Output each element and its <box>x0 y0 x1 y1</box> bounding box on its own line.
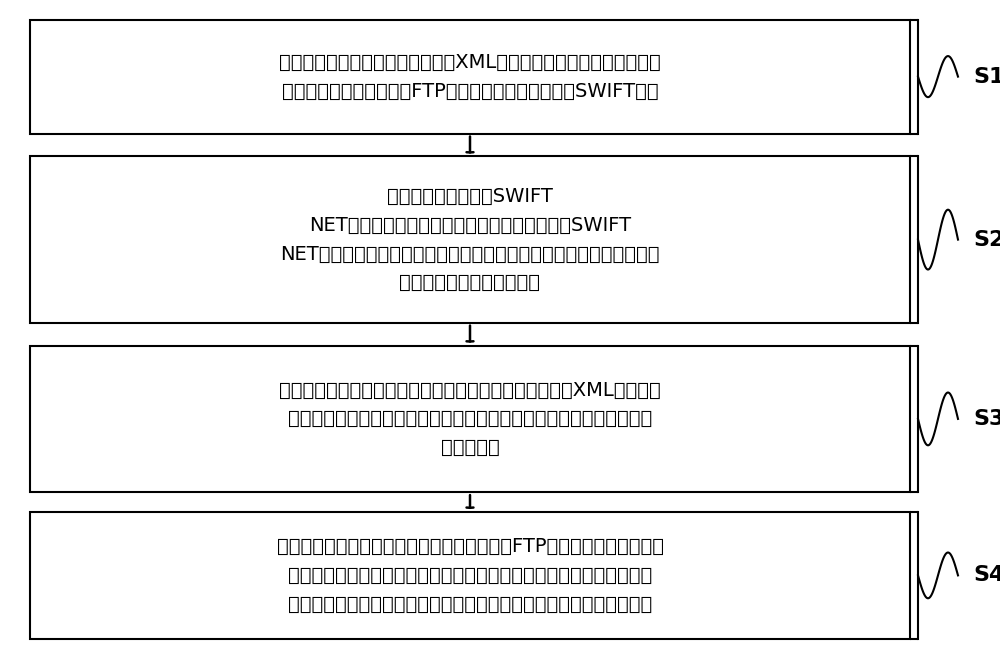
Text: S3: S3 <box>973 409 1000 429</box>
Text: 定时扫描第一文件夹，调用通用查询接口通过FTP的方式获取日终账单文
件和日间账单文件，分别进行解析翻译获取每个字段的值，分别存储至
对应的文件信息数据库表格中，: 定时扫描第一文件夹，调用通用查询接口通过FTP的方式获取日终账单文 件和日间账单… <box>276 537 664 614</box>
FancyBboxPatch shape <box>30 512 910 639</box>
Text: S4: S4 <box>973 565 1000 585</box>
FancyBboxPatch shape <box>30 156 910 323</box>
Text: S1: S1 <box>973 67 1000 87</box>
Text: S2: S2 <box>973 230 1000 250</box>
FancyBboxPatch shape <box>30 346 910 492</box>
Text: 整合业务信息生成可扩展标记语言XML格式的转账报文，并调用转账业
务接口通过文件传输协议FTP的方式将转账报文发送至SWIFT系统: 整合业务信息生成可扩展标记语言XML格式的转账报文，并调用转账业 务接口通过文件… <box>279 53 661 100</box>
Text: 接收转账报文，通过SWIFT
NET的方式将转账报文发送至银行系统，并通过SWIFT
NET的方式从银行系统获取账户账单报文；其中，账户账单报文包括日
终账单报: 接收转账报文，通过SWIFT NET的方式将转账报文发送至银行系统，并通过SWI… <box>280 187 660 292</box>
FancyBboxPatch shape <box>30 20 910 134</box>
Text: 将日终账单报文和日间账单报文分别经过数据处理转换成XML格式的日
终账单文件和日间账单文件，并将日终账单文件和日间账单文件存储至
第一文件夹: 将日终账单报文和日间账单报文分别经过数据处理转换成XML格式的日 终账单文件和日… <box>279 381 661 457</box>
